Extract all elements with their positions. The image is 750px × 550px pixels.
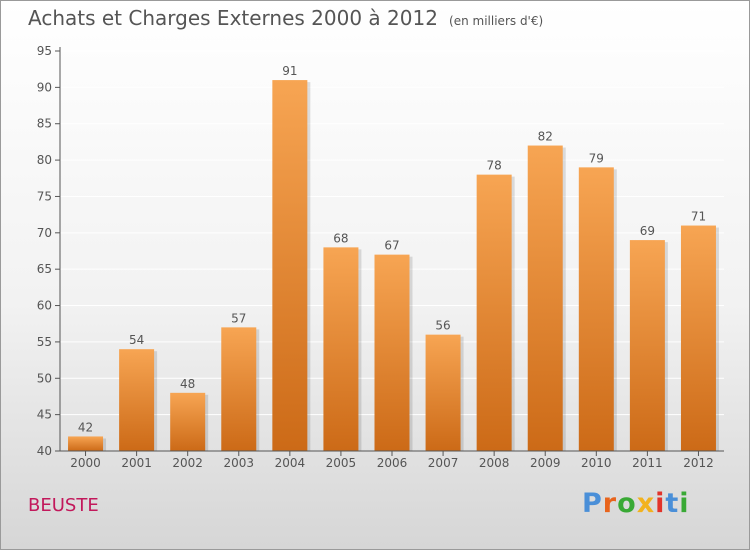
data-label: 42: [78, 420, 93, 434]
x-tick-label: 2003: [223, 456, 254, 470]
unit-text: (en milliers d'€): [449, 14, 544, 28]
y-tick-label: 55: [37, 335, 52, 349]
x-tick-label: 2007: [428, 456, 459, 470]
bar-2003: [221, 327, 257, 451]
x-tick-label: 2008: [479, 456, 510, 470]
x-tick-label: 2012: [683, 456, 714, 470]
data-label: 67: [384, 239, 399, 253]
bar-2006: [374, 254, 410, 451]
data-label: 69: [640, 224, 655, 238]
logo-letter: t: [665, 488, 680, 519]
data-label: 79: [589, 151, 604, 165]
data-label: 71: [691, 210, 706, 224]
x-tick-label: 2009: [530, 456, 561, 470]
logo-letter: P: [582, 488, 603, 519]
data-label: 91: [282, 64, 297, 78]
data-label: 56: [435, 319, 450, 333]
x-tick-label: 2000: [70, 456, 101, 470]
x-tick-label: 2006: [377, 456, 408, 470]
x-tick-label: 2002: [172, 456, 203, 470]
bar-2007: [425, 334, 461, 451]
logo-letter: x: [636, 488, 656, 519]
data-label: 82: [538, 130, 553, 144]
y-tick-label: 45: [37, 408, 52, 422]
data-label: 68: [333, 231, 348, 245]
y-tick-label: 75: [37, 189, 52, 203]
x-tick-label: 2005: [326, 456, 357, 470]
logo-letter: o: [617, 488, 637, 519]
bar-2012: [680, 225, 716, 451]
axes: [55, 47, 724, 456]
x-tick-label: 2001: [121, 456, 152, 470]
bar-2009: [527, 145, 563, 451]
y-tick-label: 90: [37, 80, 52, 94]
bar-2005: [323, 247, 359, 451]
title-text: Achats et Charges Externes 2000 à 2012: [28, 6, 438, 30]
bar-2000: [68, 436, 104, 451]
x-tick-label: 2011: [632, 456, 663, 470]
data-label: 78: [487, 159, 502, 173]
y-tick-label: 70: [37, 226, 52, 240]
y-tick-label: 40: [37, 444, 52, 458]
y-tick-label: 50: [37, 371, 52, 385]
data-label: 48: [180, 377, 195, 391]
logo-letter: i: [679, 488, 690, 519]
bar-2008: [476, 174, 512, 452]
logo-letter: r: [602, 488, 618, 519]
place-name: BEUSTE: [28, 495, 99, 516]
logo-letter: i: [655, 488, 666, 519]
chart-title: Achats et Charges Externes 2000 à 2012 (…: [28, 6, 543, 30]
bar-2002: [170, 392, 206, 451]
x-tick-label: 2010: [581, 456, 612, 470]
bar-2011: [629, 240, 665, 451]
x-tick-label: 2004: [275, 456, 306, 470]
proxiti-logo: Proxiti: [582, 488, 690, 519]
bar-2004: [272, 80, 308, 451]
labels: 40 45 50 55 60 65 70 75 80 85 90 95 42 2000 54 2001 48 20…: [37, 44, 714, 470]
data-label: 57: [231, 311, 246, 325]
y-tick-label: 85: [37, 117, 52, 131]
data-label: 54: [129, 333, 144, 347]
y-tick-label: 65: [37, 262, 52, 276]
y-tick-label: 95: [37, 44, 52, 58]
y-tick-label: 80: [37, 153, 52, 167]
bar-2010: [578, 167, 614, 451]
y-tick-label: 60: [37, 299, 52, 313]
bars: [68, 80, 719, 452]
bar-2001: [119, 349, 155, 451]
